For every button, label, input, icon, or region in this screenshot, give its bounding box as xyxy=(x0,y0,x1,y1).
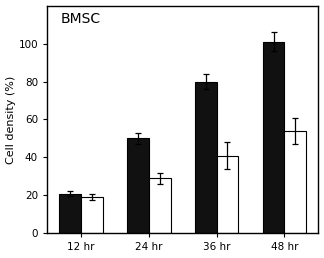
Text: BMSC: BMSC xyxy=(61,12,101,26)
Bar xyxy=(263,42,284,233)
Bar xyxy=(195,82,217,233)
Bar xyxy=(59,194,81,233)
Bar xyxy=(217,156,238,233)
Bar xyxy=(284,131,306,233)
Bar xyxy=(149,178,170,233)
Bar xyxy=(127,139,149,233)
Y-axis label: Cell density (%): Cell density (%) xyxy=(6,75,16,164)
Bar xyxy=(81,197,103,233)
